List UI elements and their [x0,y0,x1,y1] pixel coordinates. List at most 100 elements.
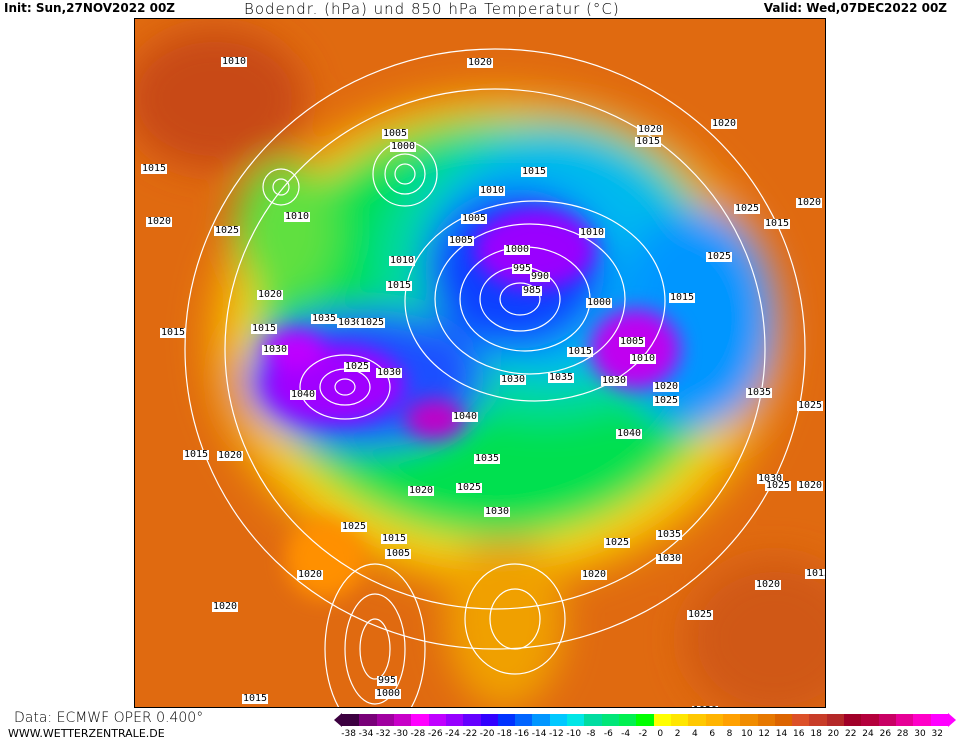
colorbar-swatch [480,714,498,726]
colorbar-swatch [636,714,654,726]
colorbar-tick: -14 [531,729,547,739]
color-scale [334,713,956,727]
pressure-label: 1025 [359,317,386,328]
pressure-label: 1015 [521,166,548,177]
pressure-label: 1020 [755,579,782,590]
colorbar-tick: 4 [692,729,698,739]
pressure-label: 1005 [448,235,475,246]
pressure-label: 1030 [376,367,403,378]
colorbar-swatch [913,714,931,726]
colorbar-tick: -30 [393,729,408,739]
colorbar-swatch [670,714,689,726]
colorbar-swatch [774,714,793,726]
pressure-label: 1030 [500,374,527,385]
colorbar-tick: -10 [566,729,582,739]
pressure-label: 1025 [765,480,792,491]
colorbar-tick: -20 [479,729,495,739]
colorbar-swatch [359,714,377,726]
colorbar-swatch [826,714,845,726]
pressure-label: 985 [522,285,543,296]
pressure-label: 1010 [579,227,606,238]
pressure-label: 1020 [797,480,824,491]
colorbar-swatch [809,714,827,726]
colorbar-tick: -4 [621,729,631,739]
colorbar-swatch [497,714,516,726]
pressure-label: 1030 [337,317,364,328]
colorbar-tick: -34 [358,729,374,739]
colorbar-tick: -28 [410,729,426,739]
colorbar-swatch [515,714,533,726]
weather-map: 1010 1020 1005 1000 1015 1010 1010 1025 1005 1005… [134,18,826,708]
pressure-label: 1015 [242,693,269,704]
pressure-label: 1010 [389,255,416,266]
pressure-label: 1020 [653,381,680,392]
pressure-label: 1020 [796,197,823,208]
colorbar-swatch [930,714,948,726]
color-scale-ticks: -38 -34 -32 -30 -28 -26 -24 -22 -20 -18 -16 -14 -12-… [340,729,946,739]
pressure-label: 1020 [212,601,239,612]
pressure-label: 1015 [567,346,594,357]
colorbar-swatch [722,714,741,726]
pressure-label: 1035 [474,453,501,464]
colorbar-swatch [445,714,464,726]
colorbar-swatch [428,714,446,726]
colorbar-swatch [411,714,429,726]
colorbar-tick: -2 [638,729,648,739]
colorbar-tick: -22 [462,729,478,739]
pressure-label: 1035 [746,387,773,398]
pressure-label: 1025 [341,521,368,532]
temperature-field [135,19,825,707]
pressure-label: 990 [530,271,551,282]
isobars [184,48,806,707]
colorbar-tick: -18 [497,729,512,739]
colorbar-swatch [532,714,550,726]
colorbar-swatch [705,714,723,726]
colorbar-tick: 26 [879,729,892,739]
pressure-label: 1025 [797,400,824,411]
pressure-label: 1025 [734,203,761,214]
colorbar-tick: 14 [775,729,788,739]
colorbar-swatch [653,714,671,726]
pressure-label: 1020 [467,57,494,68]
pressure-label: 1015 [669,292,696,303]
pressure-label: 1010 [630,353,657,364]
pressure-label: 1005 [461,213,488,224]
colorbar-swatch [740,714,758,726]
colorbar-tick: -16 [514,729,530,739]
colorbar-tick: 6 [709,729,716,739]
pressure-label: 995 [512,263,533,274]
pressure-label: 1030 [262,344,289,355]
pressure-label: 995 [377,675,398,686]
colorbar-tick: 20 [827,729,840,739]
pressure-label: 1020 [711,118,738,129]
colorbar-tick: -38 [341,729,356,739]
colorbar-tick: -32 [375,729,391,739]
colorbar-swatch [342,714,360,726]
pressure-label: 1010 [221,56,248,67]
pressure-label: 1010 [284,211,311,222]
pressure-label: 1020 [408,485,435,496]
pressure-label: 1030 [656,553,683,564]
pressure-label: 1000 [375,688,402,699]
colorbar-tick: 18 [810,729,822,739]
pressure-label: 1015 [251,323,278,334]
colorbar-swatch [896,714,914,726]
pressure-label: 1020 [581,569,608,580]
colorbar-tick: -8 [586,729,596,739]
pressure-label: 1000 [504,244,531,255]
colorbar-swatch [601,714,619,726]
colorbar-tick: 2 [674,729,681,739]
pressure-label: 1015 [183,449,210,460]
pressure-label: 1020 [297,569,324,580]
data-source: Data: ECMWF OPER 0.400° [14,710,204,726]
pressure-label: 1005 [619,336,646,347]
pressure-label: 1030 [757,473,784,484]
colorbar-swatch [567,714,585,726]
colorbar-tick: 24 [862,729,874,739]
colorbar-tick: 16 [793,729,805,739]
colorbar-min-arrow [334,713,342,727]
colorbar-tick: 0 [657,729,664,739]
pressure-label: 1025 [344,361,371,372]
pressure-label: 1035 [548,372,575,383]
colorbar-tick: 12 [758,729,770,739]
